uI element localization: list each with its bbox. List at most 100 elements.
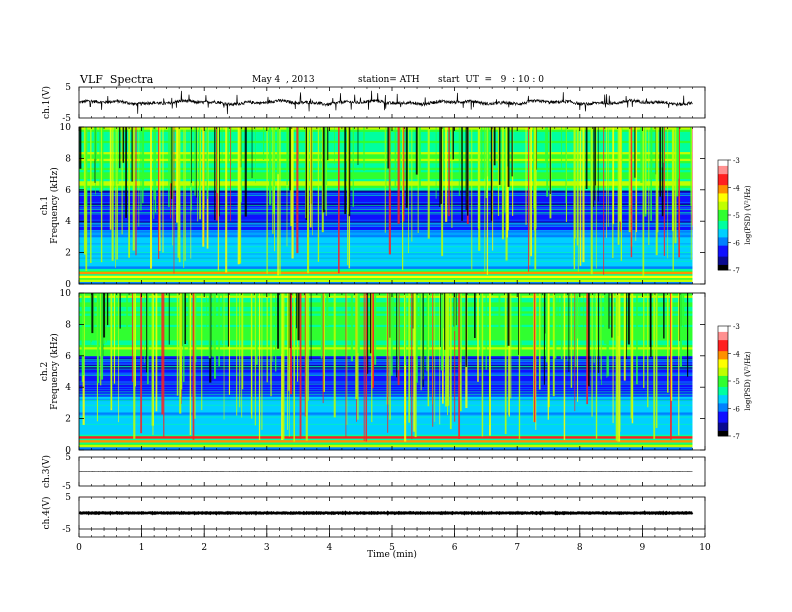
colorbar-segment bbox=[718, 261, 728, 265]
spectrogram-band bbox=[79, 234, 693, 238]
spectrogram-streak bbox=[79, 423, 693, 425]
sferic-mark bbox=[561, 127, 562, 170]
no-data-area bbox=[692, 127, 705, 284]
x-tick-label: 10 bbox=[699, 543, 711, 553]
sferic-mark bbox=[100, 127, 103, 263]
sferic-mark bbox=[322, 293, 324, 404]
y-tick-label: 4 bbox=[65, 383, 71, 393]
spectrogram-band bbox=[79, 418, 693, 422]
sferic-mark bbox=[142, 127, 144, 204]
sferic-mark bbox=[587, 293, 590, 387]
sferic-mark bbox=[678, 293, 680, 436]
sferic-mark bbox=[441, 127, 444, 257]
ch2-spectrogram-channel-label: ch.2 bbox=[40, 362, 50, 381]
sferic-mark bbox=[288, 293, 290, 437]
sferic-mark bbox=[640, 127, 643, 183]
sferic-mark bbox=[321, 293, 324, 351]
sferic-mark bbox=[176, 127, 179, 223]
ch3-waveform-ylabel: ch.3(V) bbox=[41, 455, 52, 488]
sferic-mark bbox=[320, 293, 323, 359]
sferic-mark bbox=[471, 127, 473, 270]
sferic-mark bbox=[261, 293, 263, 430]
sferic-mark bbox=[404, 293, 406, 366]
sferic-mark bbox=[483, 127, 485, 179]
sferic-mark bbox=[484, 127, 486, 272]
sferic-mark bbox=[676, 127, 679, 197]
sferic-mark bbox=[172, 127, 174, 246]
sferic-mark bbox=[408, 127, 409, 254]
sferic-mark bbox=[272, 127, 275, 214]
spectrogram-band bbox=[79, 315, 693, 319]
sferic-mark bbox=[441, 293, 443, 371]
x-tick-label: 1 bbox=[139, 543, 145, 553]
sferic-mark bbox=[593, 293, 595, 363]
sferic-mark bbox=[266, 293, 268, 383]
sferic-mark bbox=[103, 293, 106, 338]
sferic-mark bbox=[290, 293, 292, 395]
colorbar-segment bbox=[718, 419, 728, 423]
sferic-mark bbox=[432, 293, 434, 427]
sferic-mark bbox=[413, 293, 415, 432]
spectrogram-streak bbox=[79, 256, 693, 257]
sferic-mark bbox=[619, 293, 621, 432]
sferic-mark bbox=[293, 293, 295, 442]
sferic-mark bbox=[350, 293, 353, 362]
sferic-mark bbox=[357, 127, 359, 165]
x-tick-label: 7 bbox=[514, 543, 520, 553]
colorbar-tick-label: -7 bbox=[733, 433, 740, 441]
colorbar-segment bbox=[718, 187, 728, 191]
sferic-mark bbox=[611, 293, 613, 338]
sferic-mark bbox=[419, 293, 422, 340]
sferic-mark bbox=[576, 293, 579, 339]
sferic-mark bbox=[162, 127, 164, 253]
colorbar-segment bbox=[718, 245, 728, 249]
sferic-mark bbox=[110, 293, 113, 409]
colorbar-segment bbox=[718, 361, 728, 365]
sferic-mark bbox=[266, 127, 268, 274]
spectrogram-band bbox=[79, 333, 693, 337]
y-tick-label: 4 bbox=[65, 217, 71, 227]
sferic-mark bbox=[635, 127, 637, 241]
sferic-mark bbox=[111, 127, 114, 261]
spectrogram-streak bbox=[79, 372, 693, 374]
spectrogram-band bbox=[79, 355, 693, 359]
sferic-mark bbox=[125, 127, 128, 218]
sferic-mark bbox=[489, 293, 491, 425]
colorbar-segment bbox=[718, 381, 728, 385]
sferic-mark bbox=[504, 293, 507, 434]
sferic-mark bbox=[474, 293, 476, 338]
spectrogram-band bbox=[79, 432, 693, 435]
sferic-mark bbox=[168, 127, 170, 207]
sferic-mark bbox=[191, 127, 192, 183]
spectrogram-streak bbox=[79, 414, 693, 416]
sferic-mark bbox=[451, 127, 453, 228]
colorbar-segment bbox=[718, 193, 728, 197]
colorbar-tick-label: -6 bbox=[733, 240, 740, 248]
sferic-mark bbox=[206, 127, 208, 199]
sferic-mark bbox=[563, 293, 566, 440]
colorbar-segment bbox=[718, 198, 728, 202]
y-tick-label: 5 bbox=[65, 453, 71, 463]
colorbar-segment bbox=[718, 184, 728, 188]
spectrogram-band bbox=[79, 369, 693, 372]
colorbar-segment bbox=[718, 353, 728, 357]
colorbar-segment bbox=[718, 239, 728, 243]
sferic-mark bbox=[500, 127, 502, 186]
spectrogram-band bbox=[79, 259, 693, 262]
sferic-mark bbox=[321, 127, 324, 233]
colorbar-tick-label: -7 bbox=[733, 267, 740, 275]
sferic-mark bbox=[92, 293, 95, 328]
spectrogram-band bbox=[79, 268, 693, 271]
sferic-mark bbox=[100, 293, 102, 386]
sferic-mark bbox=[533, 293, 536, 423]
sferic-mark bbox=[241, 293, 244, 390]
sferic-mark bbox=[322, 127, 325, 213]
sferic-mark bbox=[281, 293, 284, 440]
sferic-mark bbox=[102, 127, 104, 191]
ch4-waveform-ylabel: ch.4(V) bbox=[41, 497, 52, 530]
spectrogram-band bbox=[79, 384, 693, 388]
y-tick-label: 0 bbox=[65, 280, 71, 290]
sferic-mark bbox=[648, 127, 650, 245]
sferic-mark bbox=[663, 127, 665, 256]
sferic-mark bbox=[121, 127, 123, 235]
